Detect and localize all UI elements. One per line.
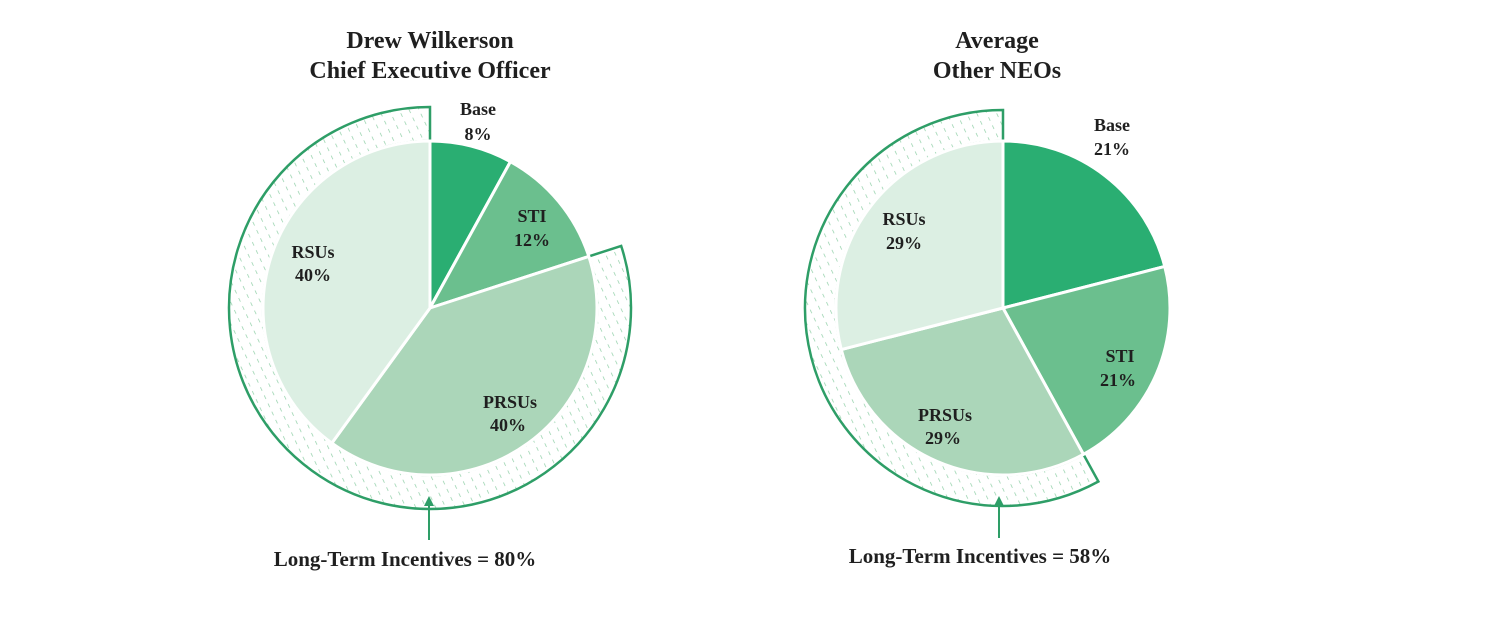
neo-rsus-label: RSUs [882,209,925,229]
ceo-sti-label: STI [517,206,546,226]
neo-ltip-caption: Long-Term Incentives = 58% [849,544,1112,568]
ceo-slice-sti [428,160,591,310]
ceo-ltip-caption: Long-Term Incentives = 80% [274,547,537,571]
neo-rsus-value: 29% [886,233,922,253]
ceo-base-label: Base [460,99,496,119]
ceo-slice-prsus [330,254,599,477]
neo-prsus-label: PRSUs [918,405,972,425]
neo-slice-base [1001,139,1167,310]
neo-pie-chart: Average Other NEOs Base 21% STI 21% PRSU… [803,28,1172,568]
ceo-ltip-pointer [424,496,434,540]
ceo-chart-title-line2: Chief Executive Officer [309,58,551,84]
neo-chart-title-line1: Average [955,28,1039,54]
ceo-prsus-value: 40% [490,415,526,435]
ceo-slice-rsus [261,139,432,445]
ceo-rsus-value: 40% [295,265,331,285]
neo-slice-sti [1001,264,1172,456]
neo-sti-label: STI [1105,346,1134,366]
neo-sti-value: 21% [1100,370,1136,390]
ceo-pie-chart: Drew Wilkerson Chief Executive Officer B… [227,28,633,571]
neo-base-label: Base [1094,115,1130,135]
ceo-slices [261,139,599,477]
neo-chart-title-line2: Other NEOs [933,58,1061,84]
neo-ltip-pointer [994,496,1004,538]
neo-prsus-value: 29% [925,428,961,448]
neo-slices [834,139,1172,477]
ceo-base-value: 8% [465,124,492,144]
neo-slice-rsus [834,139,1005,352]
neo-slice-prsus [839,306,1085,477]
ceo-rsus-label: RSUs [291,242,334,262]
ceo-prsus-label: PRSUs [483,392,537,412]
ceo-chart-title-line1: Drew Wilkerson [346,28,513,54]
ceo-sti-value: 12% [514,230,550,250]
neo-base-value: 21% [1094,139,1130,159]
